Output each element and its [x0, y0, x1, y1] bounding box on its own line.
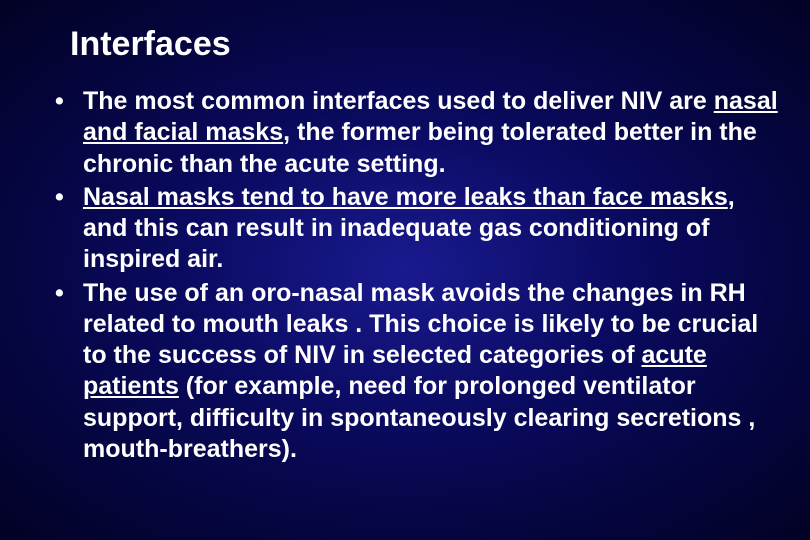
- list-item: The most common interfaces used to deliv…: [55, 86, 780, 180]
- bullet-text-post: (for example, need for prolonged ventila…: [83, 372, 755, 463]
- list-item: Nasal masks tend to have more leaks than…: [55, 182, 780, 276]
- bullet-list: The most common interfaces used to deliv…: [30, 86, 780, 465]
- bullet-text-pre: The most common interfaces used to deliv…: [83, 87, 714, 115]
- slide-title: Interfaces: [70, 25, 780, 64]
- bullet-text-underline: Nasal masks tend to have more leaks than…: [83, 183, 728, 211]
- list-item: The use of an oro-nasal mask avoids the …: [55, 278, 780, 466]
